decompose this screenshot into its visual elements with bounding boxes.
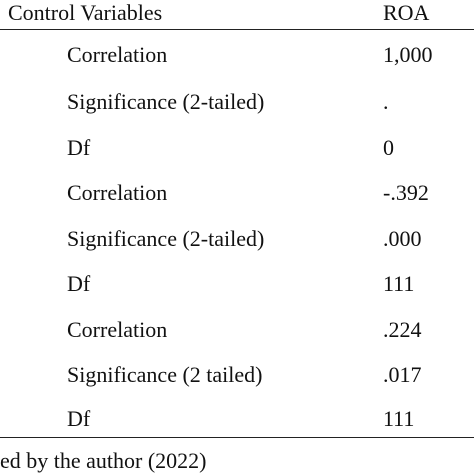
- footer-rule: [0, 437, 474, 438]
- row-value: 1,000: [383, 42, 433, 67]
- table-row: Df 111: [0, 271, 474, 316]
- table-row: Significance (2-tailed) .: [0, 89, 474, 134]
- row-label: Correlation: [67, 42, 168, 67]
- row-value: .224: [383, 317, 422, 342]
- row-label: Correlation: [67, 180, 168, 205]
- table-row: Significance (2-tailed) .000: [0, 226, 474, 271]
- row-value: -.392: [383, 180, 429, 205]
- table-row: Df 0: [0, 135, 474, 180]
- row-label: Significance (2-tailed): [67, 226, 265, 251]
- header-control-variables: Control Variables: [8, 0, 163, 25]
- table-row: Correlation 1,000: [0, 42, 474, 87]
- row-label: Df: [67, 406, 91, 431]
- header-rule: [0, 29, 474, 30]
- row-value: .: [383, 89, 389, 114]
- row-label: Significance (2-tailed): [67, 89, 265, 114]
- row-value: .000: [383, 226, 422, 251]
- row-label: Df: [67, 135, 91, 160]
- table-row: Correlation .224: [0, 317, 474, 362]
- row-value: 111: [383, 406, 415, 431]
- row-value: 0: [383, 135, 394, 160]
- header-roa: ROA: [383, 0, 430, 25]
- row-label: Significance (2 tailed): [67, 362, 263, 387]
- table-row: Correlation -.392: [0, 180, 474, 225]
- table-row: Significance (2 tailed) .017: [0, 362, 474, 407]
- row-label: Df: [67, 271, 91, 296]
- row-value: 111: [383, 271, 415, 296]
- table-row: Df 111: [0, 406, 474, 451]
- table-header: Control Variables ROA: [0, 0, 474, 28]
- row-value: .017: [383, 362, 422, 387]
- row-label: Correlation: [67, 317, 168, 342]
- source-note: ed by the author (2022): [0, 448, 207, 473]
